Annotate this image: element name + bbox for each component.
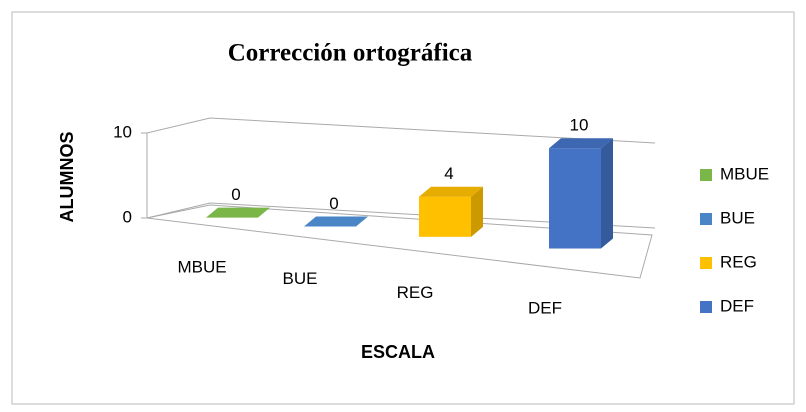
legend-label: DEF [720, 296, 754, 315]
chart-frame [11, 11, 795, 405]
value-label: 10 [570, 116, 589, 135]
y-tick-label: 0 [123, 207, 132, 226]
legend-label: REG [720, 252, 757, 271]
x-axis-label: ESCALA [361, 342, 435, 362]
legend-label: MBUE [720, 164, 769, 183]
legend-swatch [700, 169, 712, 181]
y-tick-label: 10 [113, 122, 132, 141]
floor [146, 204, 653, 279]
bar-top [206, 207, 270, 218]
bar-front [419, 196, 471, 237]
legend-swatch [700, 257, 712, 269]
value-label: 0 [329, 194, 338, 213]
value-label: 4 [444, 164, 453, 183]
x-tick-label: BUE [283, 269, 318, 288]
bar-side [601, 138, 613, 249]
legend-label: BUE [720, 208, 755, 227]
bar-top [549, 138, 613, 149]
x-tick-label: REG [397, 283, 434, 302]
bar-front [549, 148, 601, 249]
bar-top [419, 186, 483, 197]
legend-swatch [700, 213, 712, 225]
grid-line [141, 117, 656, 144]
y-axis-label: ALUMNOS [57, 132, 77, 223]
x-tick-label: DEF [528, 299, 562, 318]
value-label: 0 [231, 185, 240, 204]
chart-title: Corrección ortográfica [228, 40, 473, 67]
x-tick-label: MBUE [177, 257, 226, 276]
legend-swatch [700, 301, 712, 313]
bar-top [304, 216, 368, 227]
bar-side [471, 186, 483, 237]
